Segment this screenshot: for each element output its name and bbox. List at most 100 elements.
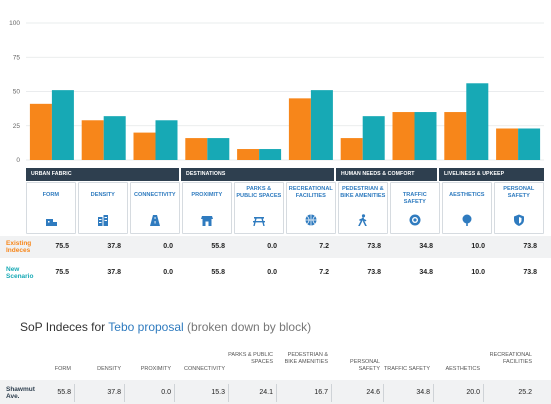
block-column-header: DENSITY — [97, 366, 121, 372]
block-value-cell: 55.8 — [57, 389, 71, 396]
indicator-label: PEDESTRIAN & BIKE AMENITIES — [340, 186, 386, 199]
value-cell: 0.0 — [267, 243, 277, 250]
group-header-destinations: DESTINATIONS — [181, 168, 334, 181]
indicator-card: CONNECTIVITY — [130, 182, 180, 234]
value-cell: 7.2 — [319, 243, 329, 250]
existing-bar-9 — [444, 112, 467, 160]
block-column-header: PARKS & PUBLIC SPACES — [228, 352, 273, 365]
block-value-cell: 34.8 — [416, 389, 430, 396]
value-cell: 37.8 — [107, 269, 121, 276]
column-divider — [483, 384, 484, 402]
value-cell: 10.0 — [471, 269, 485, 276]
block-column-header: FORM — [54, 366, 71, 372]
indicator-card: PEDESTRIAN & BIKE AMENITIES — [338, 182, 388, 234]
block-column-header: RECREATIONAL FACILITIES — [489, 352, 532, 365]
block-value-cell: 37.8 — [107, 389, 121, 396]
y-tick-label: 75 — [13, 54, 21, 61]
value-cell: 73.8 — [523, 269, 537, 276]
block-value-cell: 0.0 — [161, 389, 171, 396]
value-cell: 73.8 — [523, 243, 537, 250]
new-bar-2 — [103, 116, 126, 160]
existing-bar-7 — [340, 138, 363, 160]
indicator-card: DENSITY — [78, 182, 128, 234]
block-table-row: Shawmut Ave. 55.8 37.8 0.0 15.3 24.1 16.7 24.6… — [0, 380, 551, 404]
new-bar-10 — [518, 128, 541, 160]
block-column-header: TRAFFIC SAFETY — [383, 366, 430, 372]
column-divider — [383, 384, 384, 402]
title-prefix: SoP Indeces for — [20, 320, 109, 334]
y-tick-label: 0 — [16, 157, 20, 164]
new-bar-8 — [414, 112, 437, 160]
indicator-card: PARKS & PUBLIC SPACES — [234, 182, 284, 234]
block-value-cell: 24.6 — [366, 389, 380, 396]
block-value-cell: 25.2 — [518, 389, 532, 396]
indicator-label: DENSITY — [90, 192, 115, 198]
indicator-label: AESTHETICS — [449, 192, 485, 198]
indicator-cards: FORM DENSITY CONNECTIVITY PROXIMITY PARKS & … — [26, 182, 544, 234]
indicator-card: TRAFFIC SAFETY — [390, 182, 440, 234]
title-highlight: Tebo proposal — [108, 320, 184, 334]
indicator-label: PROXIMITY — [191, 192, 223, 198]
column-divider — [74, 384, 75, 402]
value-cell: 0.0 — [267, 269, 277, 276]
picnic-table-icon — [252, 213, 265, 227]
value-cell: 73.8 — [367, 269, 381, 276]
new-bar-1 — [51, 90, 74, 160]
value-cell: 73.8 — [367, 243, 381, 250]
value-cell: 0.0 — [163, 243, 173, 250]
existing-indeces-row: Existing Indeces 75.5 37.8 0.0 55.8 0.0 7.2 73… — [0, 236, 551, 258]
pedestrian-icon — [357, 213, 369, 227]
existing-bar-1 — [29, 103, 52, 160]
new-bar-9 — [466, 83, 489, 160]
building-block-icon — [45, 213, 57, 226]
column-divider — [433, 384, 434, 402]
indicator-label: FORM — [42, 192, 60, 198]
column-divider — [124, 384, 125, 402]
value-cell: 10.0 — [471, 243, 485, 250]
new-bar-3 — [155, 120, 178, 160]
indicator-label: RECREATIONAL FACILITIES — [288, 186, 333, 199]
block-value-cell: 20.0 — [466, 389, 480, 396]
new-bar-6 — [310, 90, 333, 160]
indicator-card: FORM — [26, 182, 76, 234]
indicator-card: RECREATIONAL FACILITIES — [286, 182, 336, 234]
row-label: Existing Indeces — [6, 240, 32, 254]
indicator-card: PERSONAL SAFETY — [494, 182, 544, 234]
y-tick-label: 25 — [13, 123, 21, 130]
y-tick-label: 50 — [13, 89, 21, 96]
y-tick-label: 100 — [9, 20, 20, 27]
column-divider — [228, 384, 229, 402]
new-bar-5 — [259, 149, 282, 160]
value-cell: 75.5 — [55, 269, 69, 276]
column-divider — [174, 384, 175, 402]
value-cell: 37.8 — [107, 243, 121, 250]
existing-bar-8 — [392, 112, 415, 160]
column-divider — [331, 384, 332, 402]
indicator-card: PROXIMITY — [182, 182, 232, 234]
indicator-label: PERSONAL SAFETY — [503, 186, 535, 199]
value-cell: 0.0 — [163, 269, 173, 276]
block-column-header: PERSONAL SAFETY — [350, 359, 380, 372]
group-header-human-needs: HUMAN NEEDS & COMFORT — [336, 168, 437, 181]
group-header-liveliness: LIVELINESS & UPKEEP — [439, 168, 544, 181]
value-cell: 55.8 — [211, 269, 225, 276]
traffic-circle-icon — [409, 213, 421, 226]
value-cell: 7.2 — [319, 269, 329, 276]
existing-bar-5 — [237, 149, 260, 160]
column-divider — [276, 384, 277, 402]
storefront-icon — [200, 213, 213, 226]
title-suffix: (broken down by block) — [183, 320, 312, 334]
road-icon — [149, 213, 161, 226]
indicator-label: PARKS & PUBLIC SPACES — [236, 186, 282, 199]
bar-chart: 100 75 50 25 0 — [9, 20, 544, 164]
indicator-card: AESTHETICS — [442, 182, 492, 234]
block-column-header: PEDESTRIAN & BIKE AMENITIES — [284, 352, 328, 365]
block-value-cell: 16.7 — [314, 389, 328, 396]
existing-bar-3 — [133, 132, 156, 160]
basketball-icon — [305, 213, 317, 226]
existing-bar-2 — [81, 120, 104, 160]
page-title: SoP Indeces for Tebo proposal (broken do… — [20, 320, 311, 334]
block-column-header: CONNECTIVITY — [184, 366, 225, 372]
block-value-cell: 15.3 — [211, 389, 225, 396]
buildings-icon — [97, 213, 109, 226]
